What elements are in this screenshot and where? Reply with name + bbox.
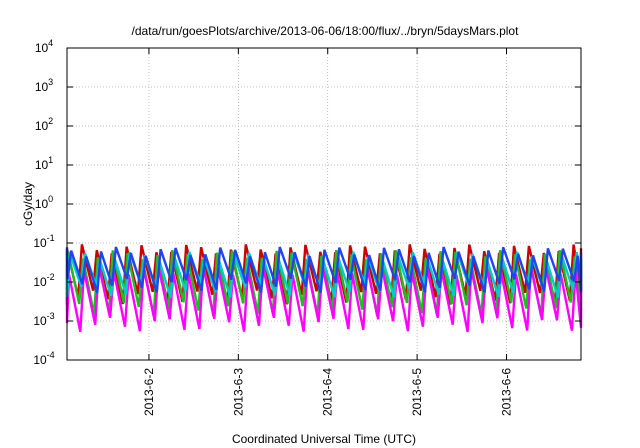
- y-tick-label: 103: [35, 77, 53, 94]
- x-axis: 2013-6-2 2013-6-3 2013-6-4 2013-6-5 2013-6-6: [142, 48, 514, 416]
- x-tick-label: 2013-6-2: [142, 368, 156, 416]
- chart-title: /data/run/goesPlots/archive/2013-06-06/1…: [132, 24, 520, 38]
- y-tick-label: 10-3: [33, 311, 54, 328]
- y-tick-label: 100: [35, 194, 53, 211]
- y-tick-label: 10-4: [33, 350, 54, 367]
- y-axis: 10-4 10-3 10-2 10-1 100 101 102 103 104: [33, 38, 581, 367]
- y-tick-label: 102: [35, 116, 53, 133]
- y-axis-label: cGy/day: [21, 182, 35, 226]
- series-line: [65, 246, 583, 294]
- x-tick-label: 2013-6-5: [410, 368, 424, 416]
- x-axis-label: Coordinated Universal Time (UTC): [232, 432, 416, 446]
- y-tick-label: 10-2: [33, 272, 54, 289]
- y-tick-label: 104: [35, 38, 53, 55]
- series-group: [65, 244, 583, 333]
- y-tick-label: 101: [35, 155, 53, 172]
- series-line: [65, 249, 583, 317]
- x-tick-label: 2013-6-6: [500, 368, 514, 416]
- y-tick-label: 10-1: [33, 233, 54, 250]
- x-tick-label: 2013-6-3: [231, 368, 245, 416]
- x-tick-label: 2013-6-4: [321, 368, 335, 416]
- grid: [67, 48, 581, 360]
